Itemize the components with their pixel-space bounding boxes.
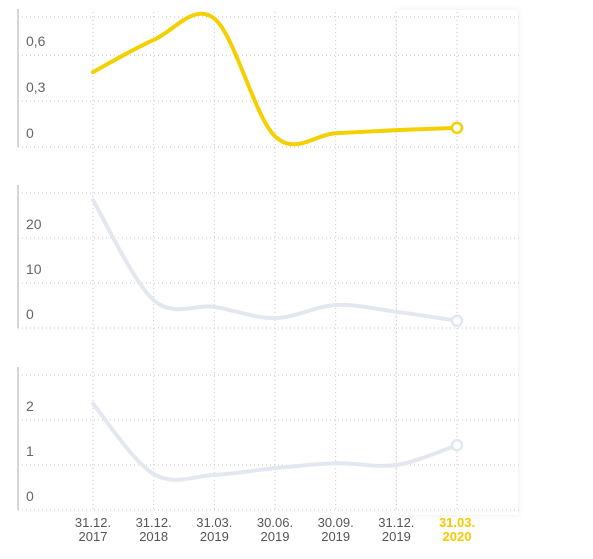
x-tick-label: 31.03. 2020 xyxy=(439,515,475,544)
y-tick-label: 20 xyxy=(26,216,42,232)
y-tick-label: 0 xyxy=(26,488,34,504)
x-tick-label: 31.12. 2018 xyxy=(136,515,172,544)
y-tick-label: 0,6 xyxy=(26,33,46,49)
x-tick-label: 30.06. 2019 xyxy=(257,515,293,544)
highlight-column xyxy=(397,10,518,515)
end-point xyxy=(450,314,464,328)
line xyxy=(91,11,460,147)
x-tick-label: 30.09. 2019 xyxy=(318,515,354,544)
x-tick-label: 31.12. 2019 xyxy=(378,515,414,544)
y-tick-label: 0 xyxy=(26,306,34,322)
line xyxy=(91,401,460,482)
y-tick-label: 10 xyxy=(26,261,42,277)
y-tick-label: 0 xyxy=(26,125,34,141)
y-tick-label: 2 xyxy=(26,398,34,414)
end-point xyxy=(450,438,464,452)
end-point xyxy=(450,121,464,135)
x-tick-label: 31.03. 2019 xyxy=(196,515,232,544)
y-tick-label: 1 xyxy=(26,443,34,459)
x-tick-label: 31.12. 2017 xyxy=(75,515,111,544)
y-tick-label: 0,3 xyxy=(26,79,46,95)
line xyxy=(91,198,460,323)
